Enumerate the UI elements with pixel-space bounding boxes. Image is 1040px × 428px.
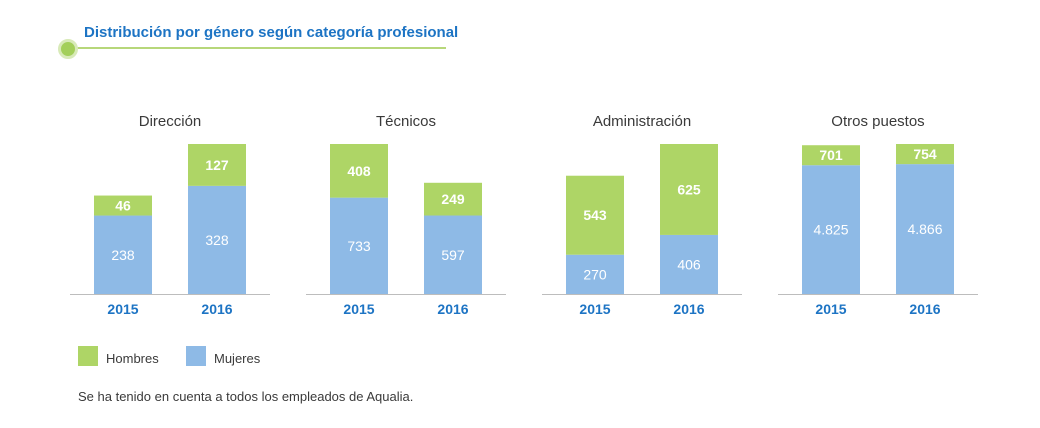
data-label-administracion-2015-mujeres: 270 (583, 266, 607, 282)
footnote: Se ha tenido en cuenta a todos los emple… (78, 389, 414, 404)
year-label-otros-puestos-2015: 2015 (815, 301, 846, 317)
legend-swatch-hombres (78, 346, 98, 366)
bar-tecnicos-2015-hombres (330, 144, 388, 198)
year-label-direccion-2015: 2015 (107, 301, 138, 317)
year-label-otros-puestos-2016: 2016 (909, 301, 940, 317)
bar-direccion-2016-hombres (188, 144, 246, 186)
chart-title-administracion: Administración (593, 113, 691, 130)
chart-group-direccion: Dirección 238 46 2015 328 127 2016 (70, 113, 270, 317)
data-label-otros-puestos-2016-hombres: 754 (913, 146, 937, 162)
legend-label-mujeres: Mujeres (214, 351, 261, 366)
year-label-direccion-2016: 2016 (201, 301, 232, 317)
data-label-otros-puestos-2016-mujeres: 4.866 (907, 221, 942, 237)
data-label-tecnicos-2016-mujeres: 597 (441, 247, 465, 263)
data-label-direccion-2015-hombres: 46 (115, 198, 131, 214)
chart-group-tecnicos: Técnicos 733 408 2015 597 249 2016 (306, 113, 506, 317)
data-label-administracion-2016-hombres: 625 (677, 181, 701, 197)
header-bullet-icon (58, 39, 78, 59)
legend-label-hombres: Hombres (106, 351, 159, 366)
bar-otros-puestos-2015-hombres (802, 145, 860, 166)
data-label-direccion-2016-hombres: 127 (205, 157, 229, 173)
bar-direccion-2015-hombres (94, 195, 152, 216)
year-label-tecnicos-2015: 2015 (343, 301, 374, 317)
chart-title-otros-puestos: Otros puestos (831, 113, 924, 130)
chart-title-direccion: Dirección (139, 113, 202, 130)
bar-tecnicos-2016-hombres (424, 182, 482, 216)
bar-direccion-2016-mujeres (188, 185, 246, 294)
bar-administracion-2015-mujeres (566, 254, 624, 294)
chart-header: Distribución por género según categoría … (58, 22, 458, 62)
bar-otros-puestos-2016-mujeres (896, 164, 954, 294)
data-label-otros-puestos-2015-mujeres: 4.825 (813, 222, 848, 238)
bar-otros-puestos-2016-hombres (896, 144, 954, 165)
chart-title-tecnicos: Técnicos (376, 113, 436, 130)
header-underline (70, 47, 446, 49)
chart-group-otros-puestos: Otros puestos 4.825 701 2015 4.866 754 2016 (778, 113, 978, 317)
chart-group-administracion: Administración 270 543 2015 406 625 2016 (542, 113, 742, 317)
bar-tecnicos-2015-mujeres (330, 197, 388, 294)
bar-tecnicos-2016-mujeres (424, 215, 482, 294)
bar-otros-puestos-2015-mujeres (802, 165, 860, 294)
data-label-administracion-2016-mujeres: 406 (677, 256, 701, 272)
data-label-tecnicos-2015-hombres: 408 (347, 163, 371, 179)
data-label-direccion-2015-mujeres: 238 (111, 247, 135, 263)
data-label-tecnicos-2015-mujeres: 733 (347, 238, 371, 254)
legend-swatch-mujeres (186, 346, 206, 366)
bar-administracion-2016-hombres (660, 144, 718, 235)
page-title: Distribución por género según categoría … (84, 24, 459, 41)
data-label-administracion-2015-hombres: 543 (583, 207, 607, 223)
year-label-administracion-2015: 2015 (579, 301, 610, 317)
data-label-tecnicos-2016-hombres: 249 (441, 191, 465, 207)
bar-administracion-2015-hombres (566, 175, 624, 255)
bar-direccion-2015-mujeres (94, 215, 152, 294)
year-label-administracion-2016: 2016 (673, 301, 704, 317)
data-label-otros-puestos-2015-hombres: 701 (819, 147, 843, 163)
year-label-tecnicos-2016: 2016 (437, 301, 468, 317)
bar-administracion-2016-mujeres (660, 234, 718, 294)
data-label-direccion-2016-mujeres: 328 (205, 232, 229, 248)
